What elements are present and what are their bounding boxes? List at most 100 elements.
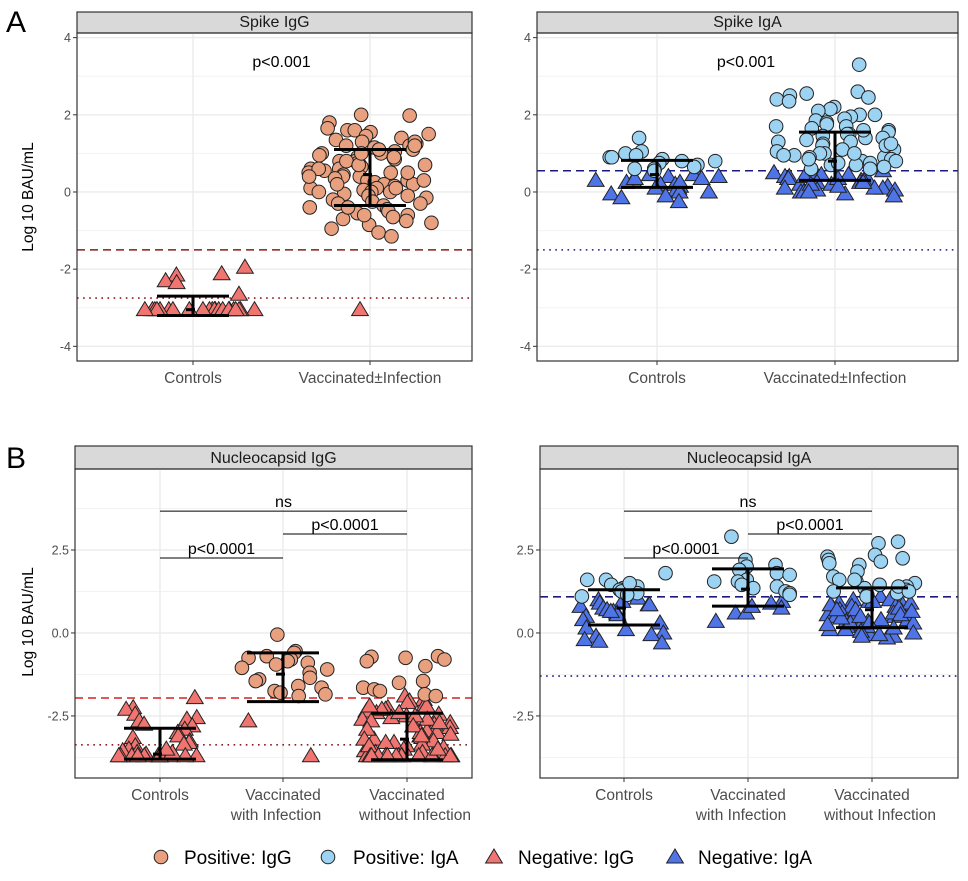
y-tick-label: 2	[524, 108, 531, 122]
panel-nucleocapsid-iga: Nucleocapsid IgA 2.5 0.0 -2.5 Controls Vaccin…	[512, 445, 959, 824]
negative-iga-point	[692, 169, 711, 185]
p-value-label: p<0.0001	[311, 517, 378, 534]
positive-igg-point	[372, 683, 388, 699]
negative-iga-point	[818, 615, 837, 632]
positive-igg-point	[268, 657, 284, 672]
negative-igg-point	[430, 713, 449, 730]
positive-igg-point	[248, 673, 264, 689]
negative-iga-point	[828, 177, 848, 193]
negative-igg-point	[412, 726, 431, 743]
positive-igg-point	[385, 209, 401, 225]
y-tick-label: -4	[520, 340, 531, 354]
negative-iga-point	[884, 186, 904, 203]
negative-igg-point	[147, 300, 167, 317]
strip-title: Spike IgA	[713, 14, 782, 31]
negative-iga-point	[699, 183, 719, 199]
positive-iga-point	[707, 153, 723, 169]
strip-title: Nucleocapsid IgG	[210, 450, 336, 467]
negative-igg-point	[157, 740, 176, 756]
positive-iga-point	[862, 161, 878, 177]
negative-iga-point	[586, 171, 605, 187]
plot-border	[76, 32, 473, 362]
positive-igg-point	[339, 153, 354, 169]
positive-iga-point	[706, 574, 722, 589]
p-value-label: p<0.001	[717, 54, 775, 71]
negative-iga-point	[616, 620, 636, 637]
positive-iga-point	[768, 119, 784, 134]
positive-igg-point	[311, 161, 326, 177]
positive-iga-point	[782, 567, 797, 583]
positive-iga-point	[627, 161, 642, 177]
p-value-label: ns	[275, 494, 292, 511]
y-tick-label: 4	[64, 31, 71, 45]
positive-igg-point	[320, 121, 335, 136]
negative-iga-point	[871, 610, 891, 627]
positive-iga-point	[622, 575, 637, 591]
positive-igg-point	[418, 658, 433, 674]
x-tick-label: Vaccinated	[710, 787, 786, 804]
positive-igg-point	[421, 126, 436, 142]
positive-igg-point	[340, 200, 356, 215]
legend-item-negative-igg: Negative: IgG	[484, 848, 634, 869]
positive-iga-point	[873, 554, 889, 569]
panel-spike-igg: Spike IgG 4 2 0 -2 -4 Controls Vaccinated±Infec…	[60, 11, 473, 387]
positive-iga-circle-icon	[320, 849, 336, 865]
negative-iga-point	[642, 625, 661, 642]
positive-igg-point	[398, 213, 414, 229]
negative-iga-point	[831, 609, 851, 625]
x-tick-label: Vaccinated	[245, 787, 321, 804]
panel-letter-a: A	[6, 6, 26, 39]
positive-iga-point	[867, 107, 883, 123]
negative-iga-point	[656, 186, 675, 203]
negative-iga-point	[612, 188, 631, 205]
positive-iga-point	[574, 589, 590, 604]
positive-igg-point	[353, 107, 369, 123]
positive-igg-point	[424, 215, 439, 231]
positive-igg-point	[400, 188, 416, 204]
positive-igg-point	[428, 688, 444, 704]
positive-iga-point	[658, 565, 673, 581]
positive-igg-point	[319, 662, 335, 677]
positive-igg-point	[318, 687, 333, 702]
positive-igg-circle-icon	[153, 849, 169, 865]
negative-igg-point	[441, 725, 460, 741]
negative-igg-triangle-icon	[484, 848, 504, 864]
negative-iga-point	[625, 169, 645, 185]
negative-igg-point	[350, 300, 370, 317]
negative-iga-point	[640, 595, 659, 612]
negative-iga-point	[775, 179, 795, 195]
strip-title: Spike IgG	[239, 14, 309, 31]
panel-nucleocapsid-igg: Nucleocapsid IgG 2.5 0.0 -2.5 Controls Vaccin…	[47, 445, 473, 824]
y-tick-label: -2	[60, 263, 71, 277]
negative-iga-point	[764, 163, 784, 180]
panel-letter-b: B	[6, 442, 26, 475]
y-tick-label: 0.0	[517, 626, 534, 640]
p-value-label: p<0.0001	[188, 541, 255, 558]
negative-igg-point	[229, 285, 249, 301]
y-tick-label: 2.5	[52, 543, 69, 557]
legend: Positive: IgG Positive: IgA Negative: IgG N…	[153, 848, 812, 869]
positive-iga-point	[861, 90, 876, 105]
positive-igg-point	[359, 653, 375, 669]
negative-iga-point	[669, 192, 689, 209]
positive-igg-point	[234, 660, 250, 676]
negative-iga-point	[904, 623, 923, 640]
positive-igg-point	[311, 184, 327, 200]
positive-iga-point	[888, 153, 904, 169]
y-tick-label: 4	[524, 31, 531, 45]
y-tick-label: -2.5	[512, 709, 534, 723]
legend-item-positive-iga: Positive: IgA	[320, 848, 459, 869]
positive-igg-point	[384, 229, 399, 244]
negative-igg-point	[239, 711, 258, 728]
x-tick-label: Controls	[595, 787, 653, 804]
positive-igg-point	[417, 157, 433, 173]
negative-iga-point	[575, 630, 594, 647]
negative-igg-point	[212, 264, 231, 281]
positive-igg-point	[391, 675, 407, 691]
positive-iga-point	[851, 57, 867, 72]
negative-iga-point	[590, 632, 609, 648]
negative-igg-point	[389, 703, 409, 720]
legend-label: Positive: IgA	[353, 848, 459, 869]
x-tick-label: with Infection	[695, 807, 786, 824]
